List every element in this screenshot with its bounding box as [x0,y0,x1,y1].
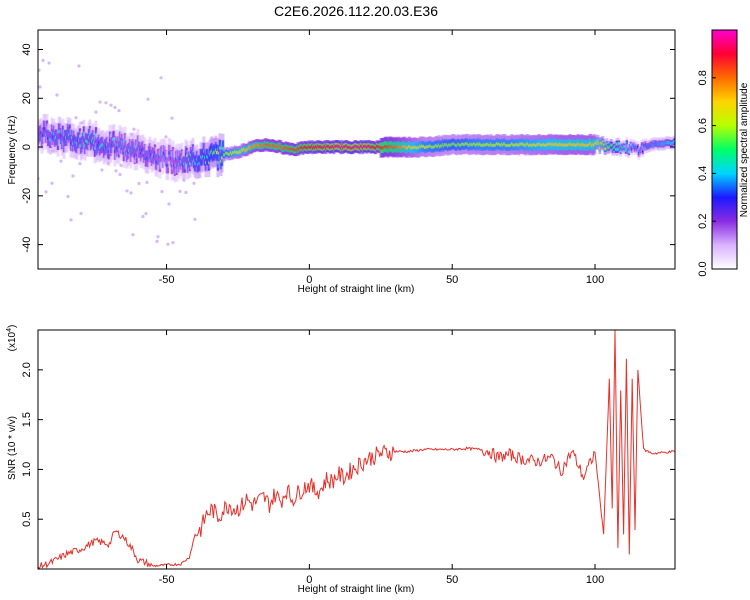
heatmap-cell [141,214,145,219]
heatmap-cell [38,85,42,89]
heatmap-cell [100,168,104,172]
snr-y-tick-label: 1.5 [21,412,33,427]
snr-y-multiplier: (x104) [6,325,18,352]
heatmap-cell [624,148,627,152]
heatmap-cell [171,241,175,245]
snr-x-tick-label: 100 [586,574,604,586]
colorbar-tick-label: 0.0 [697,261,709,276]
heatmap-cell [144,211,148,216]
heatmap-cell [59,159,63,163]
heatmap-frame [37,29,676,270]
heatmap-y-axis-label: Frequency (Hz) [7,116,18,185]
colorbar-label: Normalized spectral amplitude [739,82,750,217]
snr-y-axis-label: SNR (10 * v/v) [7,416,18,480]
heatmap-cell [98,100,102,104]
heatmap-y-tick-label: 20 [21,92,33,104]
heatmap-cell [77,64,81,68]
heatmap-cell [178,189,182,193]
snr-y-tick-label: 0.5 [21,512,33,527]
colorbar: 0.0 0.2 0.4 0.6 0.8 Normalized spectral ampl… [697,29,750,277]
heatmap-cell [146,97,150,101]
heatmap-cell [118,172,122,177]
snr-x-tick-label: 50 [446,574,458,586]
snr-x-ticks: -50 0 50 100 [159,330,604,586]
heatmap-cell [159,76,163,80]
heatmap-cell [156,235,160,239]
snr-series-line [38,330,675,569]
heatmap-cell [114,169,118,173]
heatmap-cell [44,190,48,194]
heatmap-cell [117,108,121,113]
svg-text:(x104): (x104) [6,325,18,352]
heatmap-x-ticks: -50 0 50 100 [159,30,604,286]
heatmap-cell [129,191,133,195]
snr-y-multiplier-exponent: 4 [6,328,13,332]
heatmap-y-tick-label: 0 [21,144,33,150]
snr-y-multiplier-base: (x10 [7,331,18,351]
heatmap-panel: -50 0 50 100 -40 -20 0 20 40 Height of straight… [7,29,676,295]
heatmap-cell [192,181,196,185]
heatmap-cell [182,178,186,182]
heatmap-cell [137,181,141,186]
colorbar-tick-label: 0.4 [697,166,709,181]
snr-y-tick-label: 1.0 [21,462,33,477]
heatmap-cell [673,139,675,143]
snr-y-tick-label: 2.0 [21,362,33,377]
snr-y-ticks: 0.5 1.0 1.5 2.0 [21,362,675,527]
snr-x-tick-label: 0 [306,574,312,586]
heatmap-cell [66,194,70,199]
heatmap-y-ticks: -40 -20 0 20 40 [21,43,675,253]
heatmap-cell [113,105,117,109]
heatmap-cell [193,217,197,221]
heatmap-cell [74,116,78,120]
colorbar-ticks: 0.0 0.2 0.4 0.6 0.8 [697,70,716,277]
heatmap-x-tick-label: 0 [306,274,312,286]
heatmap-cell [78,161,82,166]
heatmap-y-tick-label: 40 [21,43,33,55]
heatmap-cell [104,101,108,105]
heatmap-cell [109,103,113,107]
heatmap-cell [145,180,149,184]
page-title: C2E6.2026.112.20.03.E36 [274,3,438,19]
heatmap-cell [167,202,171,206]
heatmap-cell [125,189,129,193]
snr-x-tick-label: -50 [159,574,175,586]
heatmap-cell [71,174,75,178]
heatmap-x-axis-label: Height of straight line (km) [298,284,415,295]
colorbar-tick-label: 0.6 [697,118,709,133]
snr-frame [37,329,676,570]
heatmap-x-tick-label: 100 [586,274,604,286]
colorbar-bar [711,29,738,270]
heatmap-cell [155,239,159,243]
heatmap-cell [119,163,123,167]
heatmap-cell [50,181,54,185]
heatmap-cell [170,116,174,120]
heatmap-cell [160,189,164,194]
snr-panel: -50 0 50 100 0.5 1.0 1.5 2.0 Height of straigh… [6,325,676,595]
heatmap-cell [38,68,41,72]
heatmap-cell [184,190,188,195]
heatmap-cell [625,141,628,145]
heatmap-cell [221,146,224,150]
heatmap-cell [69,218,73,222]
snr-x-axis-label: Height of straight line (km) [298,584,415,595]
heatmap-cell [132,127,136,131]
heatmap-cell [164,135,168,139]
heatmap-marks [38,58,675,246]
heatmap-cell [131,233,135,237]
colorbar-tick-label: 0.2 [697,214,709,229]
heatmap-y-tick-label: -20 [21,188,33,204]
heatmap-x-tick-label: -50 [159,274,175,286]
heatmap-cell [47,61,51,65]
heatmap-cell [166,242,170,246]
heatmap-y-tick-label: -40 [21,237,33,253]
colorbar-tick-label: 0.8 [697,70,709,85]
heatmap-cell [79,211,83,216]
heatmap-x-tick-label: 50 [446,274,458,286]
heatmap-cell [41,58,45,62]
heatmap-cell [55,93,59,97]
heatmap-cell [94,110,98,114]
